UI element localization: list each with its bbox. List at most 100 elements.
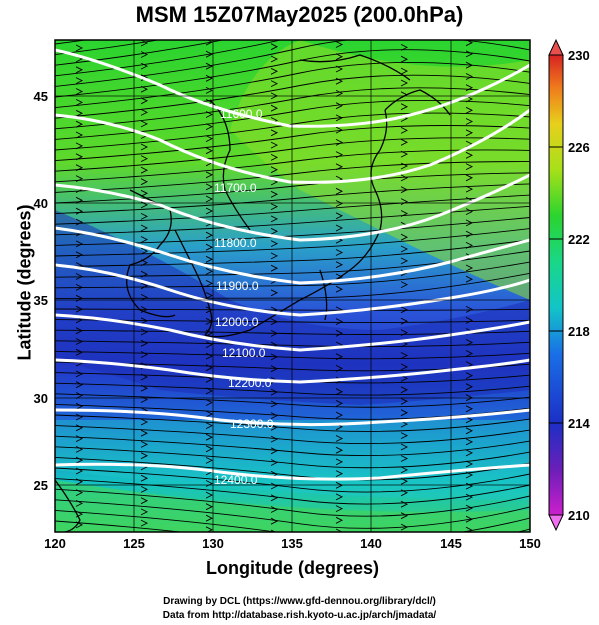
- streamline-arrow: [205, 514, 214, 522]
- contour-label: 12300.0: [230, 417, 274, 431]
- streamline-arrow: [75, 467, 84, 475]
- streamline-arrow: [140, 384, 149, 392]
- streamline-arrow: [335, 41, 344, 48]
- temperature-field: [55, 6, 530, 532]
- streamline-arrow: [140, 452, 149, 460]
- streamline-arrow: [335, 516, 344, 524]
- y-axis-ticks: 25 30 35 40 45: [34, 89, 48, 493]
- streamline-arrow: [75, 273, 84, 280]
- streamline-arrow: [140, 224, 149, 232]
- streamline-arrow: [335, 399, 344, 407]
- streamline-arrow: [400, 500, 409, 508]
- streamline: [55, 456, 530, 481]
- streamline: [55, 382, 530, 396]
- streamline-arrow: [335, 318, 344, 326]
- streamline-arrow: [466, 6, 472, 12]
- streamline-arrow: [205, 279, 214, 287]
- credit-drawing: Drawing by DCL (https://www.gfd-dennou.o…: [163, 596, 436, 607]
- contour-label: 11900.0: [216, 279, 259, 293]
- streamline-arrow: [335, 249, 344, 256]
- streamline-arrow: [335, 138, 344, 146]
- streamline-arrow: [75, 435, 84, 443]
- streamline-arrow: [465, 241, 474, 249]
- contour-label: 11700.0: [214, 181, 257, 195]
- streamline-arrow: [205, 231, 214, 239]
- streamline-arrow: [465, 305, 474, 313]
- streamline-arrow: [400, 329, 409, 337]
- streamline-arrow: [465, 316, 474, 324]
- streamline-arrow: [335, 126, 344, 134]
- colorbar-tick-label: 210: [568, 508, 590, 523]
- streamline-arrow: [465, 372, 474, 380]
- streamline-arrow: [75, 381, 84, 389]
- streamline-arrow: [270, 400, 279, 408]
- streamline: [55, 478, 530, 505]
- streamline-arrow: [400, 443, 409, 451]
- y-tick-label: 30: [34, 391, 48, 406]
- streamline-arrow: [140, 373, 149, 381]
- streamline-arrow: [75, 305, 84, 313]
- streamline-arrow: [400, 466, 409, 474]
- streamline-arrow: [400, 233, 409, 241]
- streamline: [55, 350, 530, 360]
- streamline: [55, 488, 530, 517]
- streamline-arrow: [205, 306, 214, 314]
- streamline-arrow: [140, 155, 149, 163]
- streamline-arrow: [400, 386, 409, 394]
- streamline-arrow: [205, 111, 214, 118]
- streamline-arrow: [465, 275, 474, 283]
- streamline-arrow: [465, 515, 474, 523]
- contour-label: 12200.0: [228, 376, 272, 390]
- streamline-arrow: [140, 328, 149, 336]
- streamline: [55, 319, 530, 323]
- streamline-arrow: [75, 109, 84, 117]
- streamline-arrow: [270, 482, 279, 490]
- streamline-arrow: [140, 108, 149, 116]
- streamline-arrow: [270, 388, 279, 396]
- streamline-arrow: [205, 255, 214, 263]
- streamline-arrow: [465, 73, 474, 80]
- streamline-arrow: [205, 433, 214, 441]
- streamline-arrow: [336, 29, 342, 35]
- y-axis-title: Latitude (degrees): [14, 204, 35, 361]
- streamline-arrow: [75, 44, 84, 52]
- streamline: [55, 183, 530, 215]
- streamline-arrow: [400, 55, 409, 63]
- streamline-arrow: [75, 392, 84, 399]
- x-axis-ticks: 120 125 130 135 140 145 150: [44, 536, 541, 551]
- streamline: [55, 509, 530, 532]
- streamline-arrow: [140, 497, 149, 505]
- streamline-arrow: [465, 427, 474, 435]
- streamline-arrow: [270, 353, 279, 361]
- streamline-arrow: [465, 174, 474, 182]
- streamline-arrow: [140, 178, 149, 186]
- streamline-arrow: [465, 50, 474, 58]
- streamline-arrow: [270, 447, 279, 455]
- streamline-arrow: [335, 187, 344, 195]
- streamline: [55, 40, 225, 66]
- streamline-arrow: [335, 212, 344, 220]
- streamline-arrow: [205, 207, 214, 215]
- streamline-arrow: [400, 523, 409, 531]
- streamline-arrow: [205, 183, 214, 191]
- streamline-arrow: [75, 175, 84, 183]
- streamline-arrow: [75, 240, 84, 248]
- streamline-arrow: [400, 397, 409, 405]
- streamline-arrow: [75, 164, 84, 172]
- streamline-arrow: [466, 17, 472, 23]
- colorbar-tick-label: 226: [568, 140, 590, 155]
- streamline-arrow: [140, 474, 149, 482]
- streamline-arrow: [270, 289, 279, 297]
- streamline-arrow: [140, 317, 149, 325]
- streamline-arrow: [270, 517, 279, 525]
- streamline-arrow: [400, 455, 409, 462]
- streamline-arrow: [205, 74, 214, 82]
- streamline-arrow: [465, 84, 474, 92]
- streamline-arrow: [75, 153, 84, 161]
- x-axis-title: Longitude (degrees): [205, 558, 379, 578]
- streamline-arrow: [140, 440, 149, 448]
- streamline-arrow: [400, 363, 409, 371]
- streamline-arrow: [140, 429, 149, 437]
- colorbar-tick-label: 230: [568, 48, 590, 63]
- streamline-arrow: [400, 512, 409, 520]
